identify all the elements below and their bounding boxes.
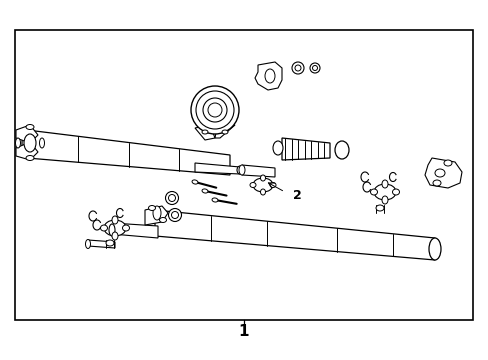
Ellipse shape	[171, 211, 178, 219]
Ellipse shape	[269, 183, 275, 188]
Ellipse shape	[381, 180, 387, 188]
Text: 1: 1	[238, 324, 249, 339]
Ellipse shape	[239, 165, 244, 175]
Polygon shape	[195, 125, 215, 140]
Ellipse shape	[168, 208, 181, 221]
Ellipse shape	[237, 166, 243, 174]
Ellipse shape	[192, 180, 198, 184]
Text: 2: 2	[292, 189, 301, 202]
Ellipse shape	[104, 220, 126, 236]
Ellipse shape	[159, 217, 166, 222]
Ellipse shape	[26, 125, 34, 130]
Ellipse shape	[370, 189, 377, 195]
Polygon shape	[424, 158, 461, 188]
Ellipse shape	[26, 156, 34, 161]
Polygon shape	[88, 240, 115, 248]
Ellipse shape	[122, 225, 129, 231]
Bar	[15, 30, 472, 320]
Ellipse shape	[291, 62, 304, 74]
Ellipse shape	[312, 66, 317, 71]
Ellipse shape	[148, 206, 155, 211]
Ellipse shape	[212, 198, 218, 202]
Ellipse shape	[109, 224, 115, 236]
Polygon shape	[16, 142, 38, 160]
Ellipse shape	[101, 225, 107, 231]
Polygon shape	[195, 163, 240, 174]
Ellipse shape	[40, 138, 44, 148]
Ellipse shape	[432, 180, 440, 186]
Polygon shape	[16, 125, 38, 143]
Polygon shape	[215, 122, 235, 138]
Ellipse shape	[249, 183, 256, 188]
Ellipse shape	[112, 216, 118, 224]
Ellipse shape	[165, 192, 178, 204]
Ellipse shape	[373, 184, 395, 200]
Ellipse shape	[381, 196, 387, 204]
Ellipse shape	[443, 160, 451, 166]
Ellipse shape	[264, 69, 274, 83]
Ellipse shape	[106, 240, 114, 246]
Ellipse shape	[203, 98, 226, 122]
Ellipse shape	[207, 103, 222, 117]
Ellipse shape	[434, 169, 444, 177]
Ellipse shape	[222, 130, 227, 134]
Polygon shape	[112, 223, 158, 238]
Ellipse shape	[202, 130, 207, 134]
Ellipse shape	[260, 189, 265, 195]
Ellipse shape	[16, 138, 20, 148]
Ellipse shape	[153, 206, 161, 220]
Polygon shape	[254, 62, 282, 90]
Ellipse shape	[392, 189, 399, 195]
Ellipse shape	[191, 86, 239, 134]
Ellipse shape	[252, 178, 272, 192]
Ellipse shape	[202, 189, 207, 193]
Ellipse shape	[24, 134, 36, 152]
Polygon shape	[155, 210, 434, 260]
Ellipse shape	[272, 141, 283, 155]
Ellipse shape	[334, 141, 348, 159]
Ellipse shape	[294, 65, 301, 71]
Polygon shape	[27, 130, 229, 175]
Ellipse shape	[196, 91, 234, 129]
Polygon shape	[145, 206, 168, 225]
Ellipse shape	[260, 175, 265, 181]
Ellipse shape	[112, 232, 118, 240]
Ellipse shape	[22, 130, 32, 158]
Ellipse shape	[168, 194, 175, 202]
Ellipse shape	[309, 63, 319, 73]
Ellipse shape	[85, 239, 90, 248]
Polygon shape	[282, 138, 329, 160]
Ellipse shape	[375, 205, 383, 211]
Polygon shape	[242, 165, 274, 177]
Ellipse shape	[428, 238, 440, 260]
